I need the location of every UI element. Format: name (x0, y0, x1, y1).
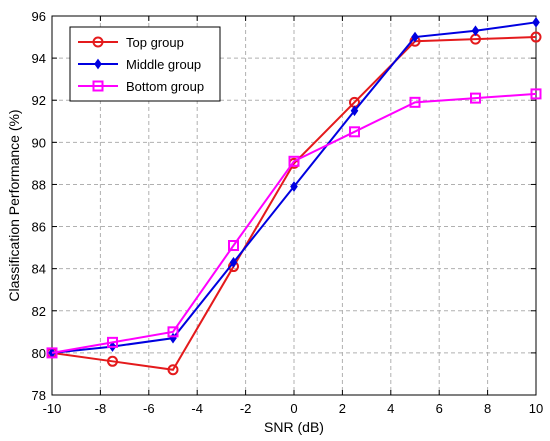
y-tick-label: 90 (32, 135, 46, 150)
legend-marker (94, 58, 102, 70)
series-2-point (471, 25, 480, 37)
series-1-point (530, 31, 542, 43)
series-3-point (46, 347, 58, 359)
series-1-line (51, 36, 537, 371)
y-tick-label: 92 (32, 93, 46, 108)
y-tick-label: 86 (32, 220, 46, 235)
y-tick-label: 84 (32, 262, 46, 277)
legend-item-3: Bottom group (78, 79, 204, 94)
series-3-point (349, 126, 360, 138)
y-tick-label: 88 (32, 177, 46, 192)
legend-item-2: Middle group (78, 57, 201, 72)
x-tick-label: -10 (43, 401, 62, 416)
y-axis-label: Classification Performance (%) (6, 109, 22, 301)
series-2-point (411, 31, 419, 43)
x-axis-ticks: -10 -8 -6 -4 -2 0 2 4 6 8 10 (43, 16, 543, 416)
x-tick-label: 6 (436, 401, 443, 416)
x-tick-label: -2 (240, 401, 252, 416)
x-tick-label: 0 (290, 401, 297, 416)
legend-marker (92, 80, 104, 92)
y-tick-label: 96 (32, 9, 46, 24)
series-2-point (350, 105, 359, 117)
series-3-point (470, 92, 481, 104)
series-1-point (107, 355, 118, 367)
legend-label: Bottom group (126, 79, 204, 94)
series-2-point (229, 256, 238, 268)
x-axis-label: SNR (dB) (264, 419, 324, 435)
y-axis-ticks: 78 80 82 84 86 88 90 92 94 96 (32, 9, 536, 403)
series-2-point (532, 16, 540, 28)
series-3-point (288, 155, 300, 167)
series-3 (46, 88, 542, 359)
x-tick-label: 2 (339, 401, 346, 416)
series-2-point (290, 181, 298, 192)
series-group (46, 16, 542, 376)
series-3-point (409, 96, 421, 108)
x-tick-label: 4 (387, 401, 394, 416)
series-3-point (228, 240, 239, 252)
series-3-point (167, 326, 179, 338)
legend-item-1: Top group (78, 35, 184, 50)
series-3-point (107, 336, 118, 348)
x-tick-label: -6 (143, 401, 155, 416)
series-1-point (167, 364, 179, 376)
x-tick-label: 8 (484, 401, 491, 416)
x-tick-label: 10 (529, 401, 543, 416)
legend-label: Top group (126, 35, 184, 50)
legend-label: Middle group (126, 57, 201, 72)
y-tick-label: 94 (32, 51, 46, 66)
y-tick-label: 82 (32, 304, 46, 319)
series-3-line (51, 92, 537, 354)
legend-marker (92, 36, 104, 48)
y-tick-label: 80 (32, 346, 46, 361)
x-tick-label: -8 (95, 401, 107, 416)
y-tick-label: 78 (32, 388, 46, 403)
x-tick-label: -4 (191, 401, 203, 416)
series-3-point (530, 88, 542, 100)
legend: Top group Middle group Bottom group (69, 26, 221, 102)
